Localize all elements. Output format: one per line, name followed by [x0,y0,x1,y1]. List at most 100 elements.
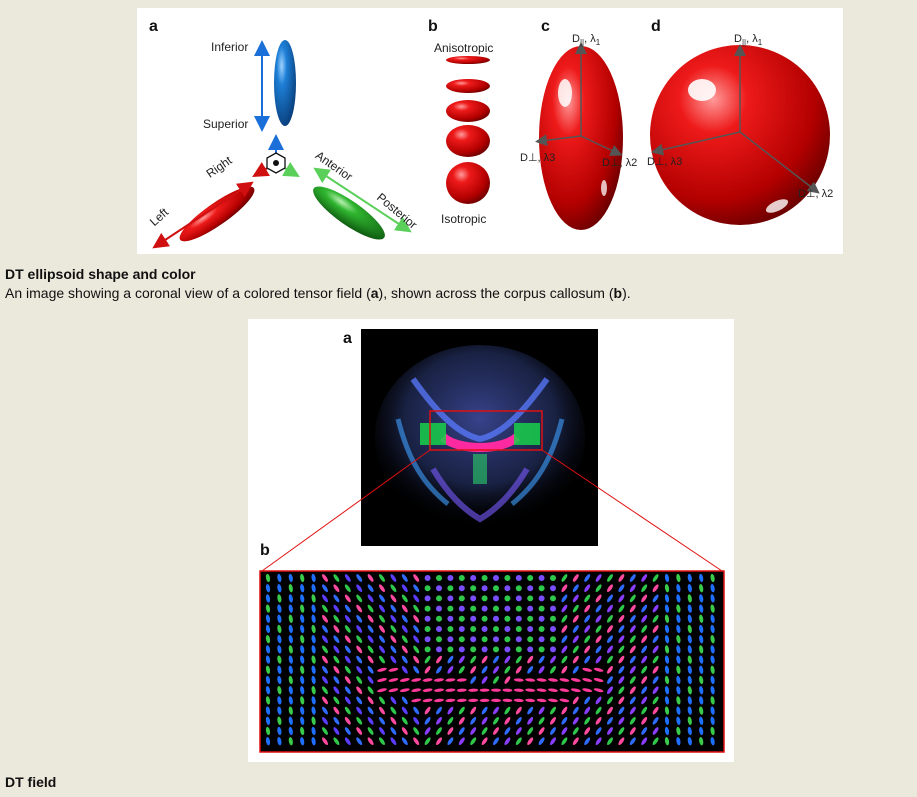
tensor-glyph [550,585,556,592]
red-ellipsoid [179,186,255,242]
tensor-glyph [699,716,704,725]
tensor-glyph [584,604,591,613]
tensor-glyph [265,573,271,583]
tensor-glyph [664,614,670,623]
tensor-glyph [572,604,579,613]
tensor-glyph [538,605,545,612]
tensor-glyph [515,595,522,602]
tensor-glyph [504,665,511,674]
tensor-glyph [288,706,293,715]
tensor-glyph [401,584,408,593]
tensor-glyph [436,615,442,622]
tensor-glyph [333,614,340,623]
tensor-glyph [356,645,363,654]
tensor-glyph [333,574,340,582]
tensor-glyph [527,646,534,653]
tensor-glyph [445,678,456,682]
tensor-glyph [436,626,442,632]
d-label-perp3: D⊥, λ3 [647,156,683,168]
tensor-glyph [652,706,659,715]
tensor-glyph [367,594,374,603]
blue-ellipsoid [274,40,296,126]
tensor-glyph [559,688,570,692]
tensor-glyph [527,595,534,602]
tensor-glyph [436,595,442,602]
tensor-glyph [401,696,408,705]
tensor-glyph [265,696,271,705]
tensor-glyph [652,604,659,613]
tensor-glyph [388,688,399,693]
tensor-glyph [561,655,568,664]
tensor-glyph [333,737,340,746]
panel-c-letter: c [541,18,550,35]
tensor-glyph [550,706,556,715]
tensor-glyph [377,688,387,693]
tensor-glyph [401,645,408,654]
tensor-glyph [629,737,636,746]
tensor-glyph [629,584,636,593]
tensor-glyph [710,726,715,736]
c-axis-perp3 [535,134,582,147]
tensor-glyph [629,635,636,644]
tensor-glyph [584,716,591,725]
tensor-glyph [504,706,511,715]
tensor-glyph [618,706,625,715]
tensor-glyph [322,727,328,735]
tensor-glyph [572,594,579,603]
tensor-glyph [664,624,670,634]
tensor-glyph [322,716,328,725]
tensor-glyph [676,584,681,593]
tensor-glyph [479,698,490,703]
tensor-glyph [288,655,293,664]
tensor-glyph [710,686,715,695]
tensor-glyph [493,655,499,664]
tensor-glyph [322,676,328,684]
panel2-a-letter: a [343,330,352,347]
tensor-glyph [401,727,408,735]
tensor-glyph [664,706,670,715]
tensor-glyph [481,646,488,653]
tensor-glyph [436,636,442,643]
tensor-glyph [344,614,351,623]
ellipsoid-b5 [446,162,490,204]
tensor-glyph [311,655,316,664]
tensor-glyph [434,688,444,692]
tensor-glyph [538,706,545,715]
tensor-glyph [277,594,282,603]
tensor-glyph [607,574,613,582]
tensor-glyph [288,624,293,634]
tensor-glyph [710,675,715,685]
tensor-glyph [265,665,271,674]
tensor-glyph [379,584,385,593]
tensor-glyph [470,636,477,643]
tensor-glyph [527,706,534,715]
tensor-glyph [311,675,316,685]
tensor-glyph [288,675,293,685]
tensor-glyph [538,655,545,664]
tensor-glyph [629,625,636,633]
tensor-glyph [344,604,351,613]
tensor-glyph [664,584,670,593]
tensor-glyph [367,614,374,623]
tensor-glyph [265,614,271,623]
tensor-glyph [641,604,648,613]
tensor-glyph [311,594,316,603]
tensor-glyph [481,575,488,581]
tensor-field-svg [259,329,725,753]
tensor-glyph [687,665,692,674]
tensor-glyph [379,574,385,582]
tensor-glyph [641,676,648,684]
tensor-glyph [493,615,499,622]
tensor-glyph [527,665,534,674]
tensor-glyph [641,727,648,735]
tensor-glyph [664,696,670,705]
tensor-glyph [527,575,534,581]
tensor-glyph [550,646,556,653]
tensor-glyph [379,594,385,603]
tensor-glyph [356,696,363,705]
tensor-glyph [699,604,704,613]
tensor-glyph [538,615,545,622]
tensor-glyph [367,706,374,715]
anterior-posterior-arrow [313,167,412,233]
tensor-glyph [456,688,467,692]
